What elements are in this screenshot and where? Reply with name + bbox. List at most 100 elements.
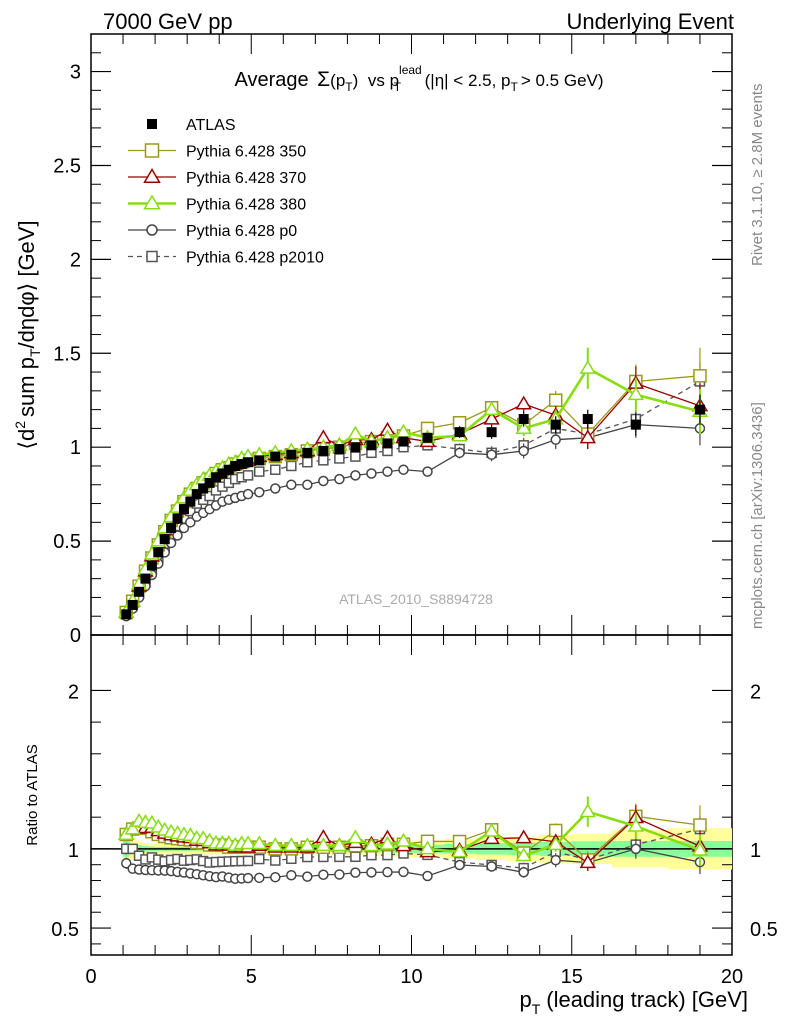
legend-marker-ATLAS — [147, 119, 157, 129]
marker-p380 — [627, 817, 645, 832]
marker-p380 — [451, 843, 468, 858]
marker-p2010 — [254, 853, 265, 865]
main-y-tick-label: 0 — [70, 625, 81, 647]
marker-p0 — [270, 483, 281, 494]
marker-p380 — [347, 425, 364, 440]
marker-p0 — [422, 466, 433, 477]
marker-p380 — [579, 359, 596, 374]
marker-p380 — [347, 829, 364, 844]
marker-p0 — [630, 843, 642, 855]
marker-p380 — [547, 836, 564, 851]
marker-ATLAS — [178, 504, 189, 515]
main-y-tick-label: 2.5 — [53, 155, 81, 177]
legend-label-p0: Pythia 6.428 p0 — [186, 223, 297, 240]
marker-ATLAS — [223, 464, 234, 475]
marker-p0 — [366, 867, 377, 878]
marker-ATLAS — [159, 534, 170, 545]
marker-p350 — [548, 393, 563, 407]
marker-ATLAS — [121, 609, 132, 620]
ratio-series-layer — [118, 796, 709, 885]
marker-p0 — [350, 867, 361, 878]
marker-p2010 — [286, 460, 297, 472]
marker-ATLAS — [398, 436, 409, 447]
marker-p380 — [483, 401, 500, 416]
marker-ATLAS — [254, 455, 265, 466]
ratio-y-tick-label-right: 1 — [750, 840, 761, 862]
marker-ATLAS — [243, 457, 254, 468]
marker-ATLAS — [146, 560, 157, 571]
marker-p0 — [350, 470, 361, 481]
legend-item-ATLAS: ATLAS — [147, 117, 236, 134]
marker-p380 — [331, 837, 348, 852]
series-p0 — [121, 411, 706, 622]
legend: ATLAS Pythia 6.428 350 Pythia 6.428 370 Pyt… — [128, 117, 324, 267]
main-y-tick-label: 1 — [70, 437, 81, 459]
main-y-tick-label: 3 — [70, 62, 81, 84]
marker-p2010 — [334, 453, 345, 464]
series-line-p2010 — [126, 828, 701, 869]
marker-p380 — [691, 841, 709, 856]
legend-marker-p350 — [144, 143, 160, 158]
marker-p380 — [395, 832, 412, 847]
marker-p2010 — [318, 455, 329, 466]
main-y-tick-label: 0.5 — [53, 531, 81, 553]
marker-p380 — [299, 837, 316, 852]
legend-label-p2010: Pythia 6.428 p2010 — [186, 250, 324, 267]
marker-p380 — [315, 837, 332, 852]
series-ATLAS — [121, 394, 705, 620]
marker-p2010 — [286, 853, 297, 865]
marker-ATLAS — [204, 477, 215, 488]
marker-ATLAS — [486, 427, 497, 438]
marker-p2010 — [204, 490, 215, 502]
marker-ATLAS — [230, 460, 241, 471]
marker-ATLAS — [382, 438, 393, 449]
marker-p0 — [242, 872, 254, 884]
x-tick-label: 15 — [561, 966, 583, 988]
marker-p0 — [334, 473, 345, 485]
marker-p350 — [693, 818, 707, 832]
marker-ATLAS — [302, 447, 313, 458]
marker-p380 — [515, 847, 532, 862]
marker-p380 — [267, 837, 284, 852]
marker-p2010 — [254, 466, 265, 477]
marker-p370 — [515, 829, 532, 844]
x-tick-label: 0 — [85, 966, 96, 988]
marker-ATLAS — [210, 472, 221, 483]
marker-p0 — [398, 464, 409, 475]
marker-p0 — [518, 867, 529, 878]
marker-p380 — [379, 835, 396, 850]
marker-p0 — [242, 488, 254, 500]
marker-ATLAS — [140, 573, 151, 584]
marker-p2010 — [350, 851, 361, 863]
series-line-p2010 — [125, 380, 701, 615]
marker-p380 — [515, 420, 532, 434]
marker-p0 — [302, 871, 313, 882]
marker-ATLAS — [185, 496, 196, 507]
marker-p0 — [270, 871, 281, 883]
marker-p0 — [318, 475, 329, 487]
marker-p0 — [302, 479, 313, 490]
marker-p0 — [318, 869, 329, 880]
marker-ATLAS — [286, 449, 297, 460]
marker-p2010 — [242, 470, 254, 481]
marker-p370 — [515, 395, 532, 410]
marker-ATLAS — [198, 483, 209, 494]
marker-p380 — [124, 820, 141, 835]
marker-ATLAS — [518, 414, 529, 425]
marker-p0 — [454, 447, 465, 459]
ratio-y-tick-label-left: 2 — [68, 681, 79, 703]
marker-p370 — [483, 830, 500, 845]
main-y-tick-label: 2 — [70, 249, 81, 271]
legend-label-p380: Pythia 6.428 380 — [186, 197, 306, 214]
main-axis-ticks: 0 0.5 1 1.5 2 2.5 3 — [53, 34, 733, 647]
marker-p380 — [239, 835, 257, 850]
marker-ATLAS — [134, 586, 145, 597]
marker-p0 — [254, 872, 265, 884]
legend-label-ATLAS: ATLAS — [186, 117, 236, 134]
ratio-y-axis-label: Ratio to ATLAS — [24, 744, 41, 845]
marker-p0 — [518, 445, 529, 457]
marker-ATLAS — [550, 419, 561, 430]
ratio-y-tick-label-left: 0.5 — [51, 919, 79, 941]
main-y-tick-label: 1.5 — [53, 343, 81, 365]
x-tick-label: 10 — [400, 966, 422, 988]
